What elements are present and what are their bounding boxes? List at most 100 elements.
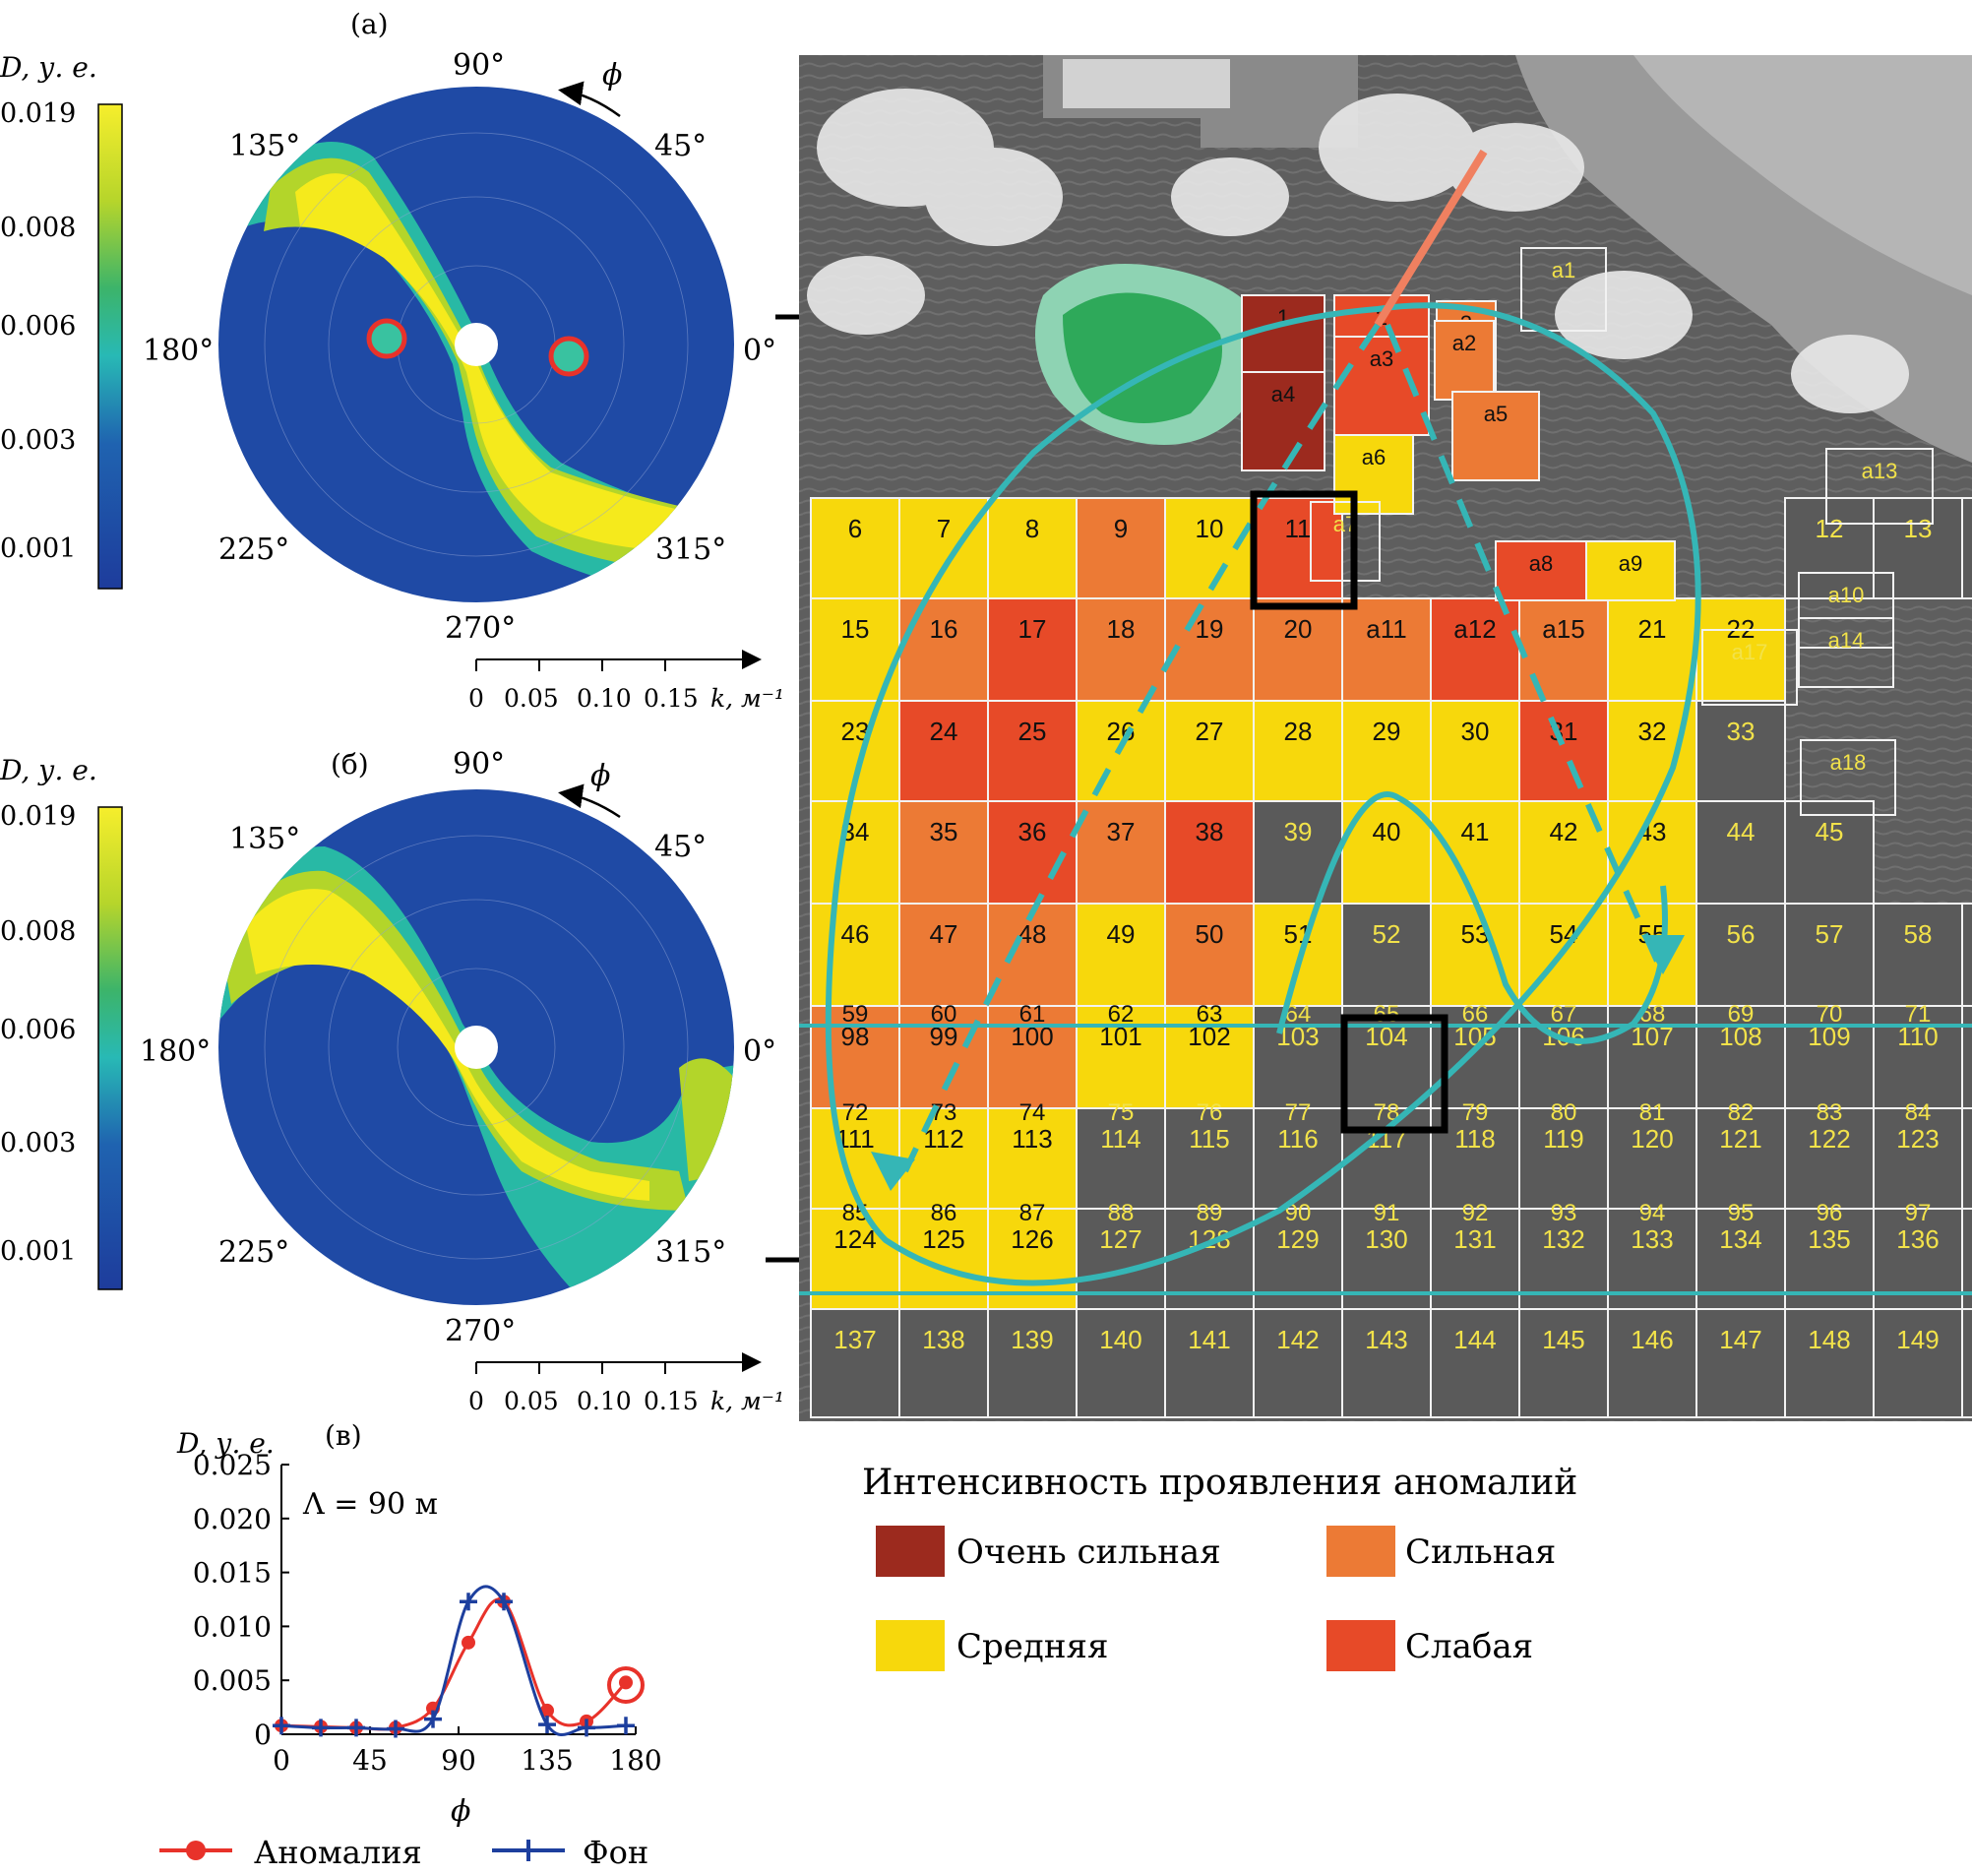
background-point [578, 1719, 595, 1737]
map-cell-label: 39 [1284, 817, 1313, 846]
map-subcell-label: 59 [842, 1001, 869, 1028]
map-cell [898, 1308, 989, 1418]
angle-label: 135° [229, 822, 300, 856]
map-cell-label: 135 [1808, 1224, 1850, 1254]
map-subcell-label: 77 [1285, 1099, 1312, 1126]
map-cell-label: 134 [1719, 1224, 1761, 1254]
map-cell-label: 28 [1284, 717, 1313, 746]
map-cell [1695, 700, 1786, 802]
map-cell [1784, 903, 1875, 1007]
background-point [273, 1717, 290, 1735]
highlight-cell-11 [1250, 490, 1358, 610]
legend-strong: Сильная [1405, 1532, 1556, 1572]
map-cell [1341, 1107, 1432, 1210]
colorbar-b-tick: 0.006 [0, 1015, 76, 1045]
map-subcell-label: 67 [1551, 1001, 1577, 1028]
map-cell [1961, 1308, 1972, 1418]
map-subcell-label: 97 [1905, 1200, 1932, 1226]
chart-series [273, 1585, 635, 1738]
map-cell-label: 118 [1454, 1124, 1495, 1154]
map-subcell-label: 84 [1905, 1099, 1932, 1126]
map-subcell-label: 71 [1905, 1001, 1932, 1028]
map-cell [1873, 903, 1963, 1007]
map-cell [1607, 700, 1697, 802]
chart-y-tick-label: 0.010 [193, 1610, 272, 1643]
spectrum-band-b [218, 846, 734, 1305]
map-cell-label: 133 [1631, 1224, 1673, 1254]
overlay-arrowhead-right [1641, 935, 1685, 974]
chart-legend: Аномалия Фон [159, 1834, 648, 1871]
map-cell [1076, 1308, 1166, 1418]
legend-swatch-very-strong [876, 1526, 945, 1577]
map-cell [1784, 800, 1875, 905]
map-clouds [807, 89, 1909, 413]
map-cell [987, 597, 1078, 702]
map-cell-label: 36 [1018, 817, 1047, 846]
colorbar-a-tick: 0.008 [0, 213, 76, 243]
map-subcell-label: 70 [1817, 1001, 1843, 1028]
map-cell-label: 30 [1461, 717, 1490, 746]
map-top-cell-label: a8 [1529, 551, 1553, 576]
map-cell-label: 44 [1727, 817, 1756, 846]
map-cell-label: 32 [1638, 717, 1667, 746]
map-top-cell [1798, 617, 1894, 688]
colorbar-a-title: D, у. е. [0, 51, 97, 84]
map-cell-label: 21 [1638, 614, 1667, 644]
map-grid: 67891011121314151617181920a11a12a1521222… [810, 247, 1972, 1418]
phi-label-b: ϕ [590, 759, 610, 793]
map-cell [1961, 1107, 1972, 1210]
colorbar-b-tick: 0.003 [0, 1128, 76, 1158]
map-cell-label: 24 [930, 717, 958, 746]
map-cell [1430, 597, 1520, 702]
colorbar-a-ticks: 0.019 0.008 0.006 0.003 0.001 [0, 98, 76, 564]
map-cell [1518, 1308, 1609, 1418]
map-top-cell [1310, 501, 1381, 582]
k-tick: 0.10 [577, 684, 632, 713]
chart-axes: 0 0.005 0.010 0.015 0.020 0.025 0 45 90 135 180 [193, 1449, 662, 1777]
map-legend: Интенсивность проявления аномалий Очень … [862, 1463, 1577, 1671]
map-cell-label: 123 [1896, 1124, 1939, 1154]
map-cell [898, 700, 989, 802]
chart-y-tick-label: 0.015 [193, 1557, 272, 1590]
polar-center-b [455, 1026, 498, 1069]
k-axis-label: k, м⁻¹ [710, 1387, 784, 1415]
colorbar-b [97, 806, 123, 1290]
map-cell [1164, 800, 1255, 905]
map-cell-label: 52 [1373, 919, 1401, 949]
k-tick: 0.05 [504, 1387, 559, 1415]
map-cell-label: 112 [923, 1124, 963, 1154]
map-top-cell-label: a13 [1862, 459, 1898, 483]
map-subcell-label: 94 [1639, 1200, 1666, 1226]
map-cell [1253, 700, 1343, 802]
background-point [347, 1719, 365, 1737]
map-cell-label: 144 [1453, 1325, 1496, 1354]
overlay-dashed-right [1385, 323, 1666, 976]
map-cell-label: 46 [841, 919, 870, 949]
map-subcell-label: 95 [1728, 1200, 1755, 1226]
map-cell [1253, 497, 1343, 599]
map-cell-label: 15 [841, 614, 870, 644]
map-subcell-label: 86 [931, 1200, 957, 1226]
map-cell [1430, 800, 1520, 905]
map-cell-label: 148 [1808, 1325, 1850, 1354]
map-subcell-label: 81 [1639, 1099, 1666, 1126]
colorbar-a-tick: 0.003 [0, 425, 76, 456]
map-subcell-label: 91 [1374, 1200, 1400, 1226]
legend-label-background: Фон [583, 1834, 648, 1871]
k-tick: 0 [468, 684, 484, 713]
map-top-cell [1520, 247, 1607, 332]
map-cell [1961, 1208, 1972, 1310]
map-cell [1607, 1005, 1697, 1109]
map-top-cell-label: a2 [1452, 331, 1476, 355]
map-top-cell-label: a4 [1271, 382, 1295, 406]
map-cell-label: 120 [1631, 1124, 1673, 1154]
map-cell [1873, 1308, 1963, 1418]
chart-annotation: Λ = 90 м [302, 1487, 438, 1522]
map-subcell-label: 87 [1019, 1200, 1046, 1226]
map-cell-label: 8 [1025, 514, 1039, 543]
map-top-cell-label: a5 [1484, 402, 1508, 426]
map-top-cell [1825, 448, 1934, 525]
map-cell-label: 19 [1196, 614, 1224, 644]
map-cell-label: 11 [1285, 514, 1312, 543]
